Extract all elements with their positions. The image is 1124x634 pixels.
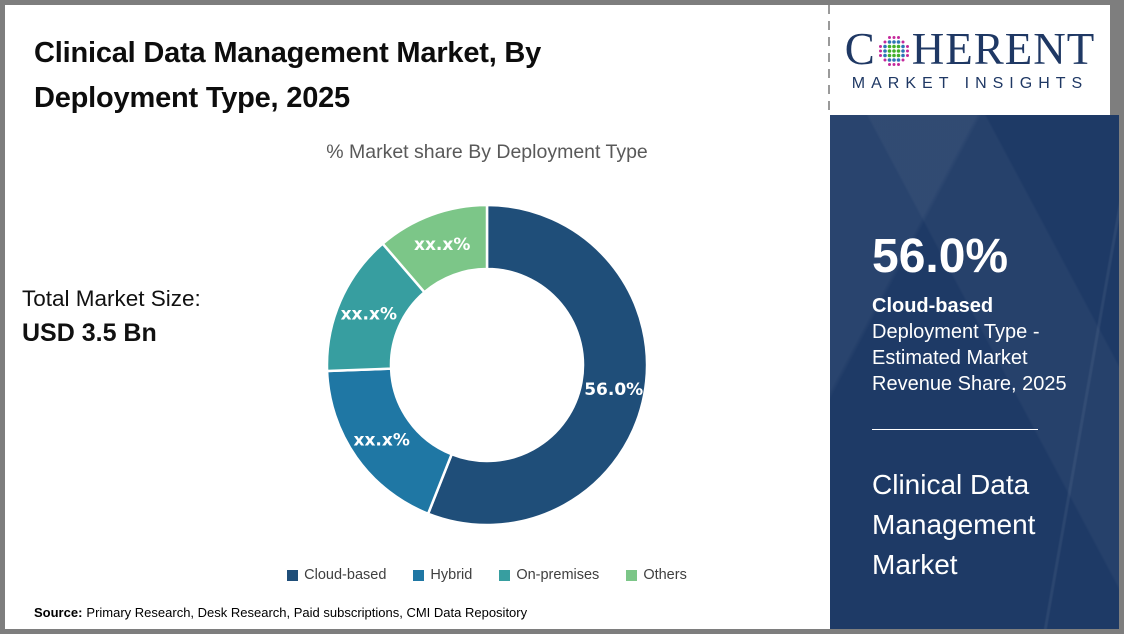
- legend-item-hybrid: Hybrid: [413, 567, 472, 583]
- globe-dot: [896, 39, 901, 44]
- dashed-separator: [828, 5, 830, 115]
- globe-dot: [878, 49, 882, 52]
- legend-label: On-premises: [516, 567, 600, 583]
- globe-dot: [896, 35, 900, 39]
- globe-dot: [887, 39, 892, 44]
- logo-subtitle: MARKET INSIGHTS: [851, 75, 1089, 92]
- globe-dot: [891, 57, 896, 62]
- globe-dot: [887, 57, 892, 62]
- logo-letter-c: C: [844, 24, 876, 74]
- globe-dot: [900, 53, 905, 57]
- globe-dot: [878, 53, 882, 57]
- globe-dot: [891, 44, 896, 48]
- dotted-globe-icon: [878, 35, 909, 66]
- page-title: Clinical Data Management Market, By Depl…: [34, 37, 542, 114]
- total-market-size-label: Total Market Size:: [22, 286, 201, 311]
- globe-dot: [887, 62, 891, 66]
- slice-label-hybrid: xx.x%: [354, 431, 410, 451]
- globe-dot: [900, 44, 905, 48]
- donut-chart-svg: 56.0% xx.x% xx.x% xx.x%: [325, 203, 649, 527]
- highlight-description-bold: Cloud-based: [872, 295, 994, 317]
- highlight-description: Cloud-based Deployment Type - Estimated …: [872, 293, 1104, 397]
- legend-swatch-icon: [287, 569, 299, 581]
- chart-legend: Cloud-based Hybrid On-premises Others: [157, 567, 817, 583]
- globe-dot: [901, 58, 905, 61]
- globe-dot: [896, 57, 901, 62]
- globe-dot: [896, 48, 901, 53]
- globe-dot: [892, 35, 896, 39]
- legend-swatch-icon: [626, 569, 638, 581]
- donut-slice-cloud-based: [426, 203, 649, 527]
- globe-dot: [896, 53, 901, 57]
- chart-title: % Market share By Deployment Type: [326, 141, 648, 163]
- globe-dot: [901, 40, 905, 43]
- globe-dot: [891, 53, 896, 57]
- globe-dot: [891, 39, 896, 44]
- globe-dot: [887, 48, 892, 53]
- globe-dot: [887, 53, 892, 57]
- globe-dot: [887, 35, 891, 39]
- total-market-size-value: USD 3.5 Bn: [22, 319, 157, 347]
- total-market-size-block: Total Market Size: USD 3.5 Bn: [22, 286, 201, 348]
- brand-logo: C HERENT MARKET INSIGHTS: [830, 5, 1110, 115]
- globe-dot: [882, 48, 887, 53]
- highlight-percentage: 56.0%: [872, 230, 1009, 283]
- globe-dot: [905, 44, 909, 48]
- source-text: Primary Research, Desk Research, Paid su…: [86, 605, 528, 620]
- globe-dot: [905, 53, 909, 57]
- slice-label-on-premises: xx.x%: [341, 304, 397, 324]
- brand-logo-wordmark: C HERENT: [845, 27, 1096, 72]
- donut-chart: 56.0% xx.x% xx.x% xx.x%: [319, 197, 655, 533]
- globe-dot: [882, 44, 887, 48]
- globe-dot: [878, 44, 882, 48]
- globe-dot: [896, 44, 901, 48]
- globe-dot: [887, 44, 892, 48]
- legend-label: Others: [643, 567, 687, 583]
- globe-dot: [883, 58, 887, 61]
- legend-item-on-premises: On-premises: [499, 567, 599, 583]
- legend-item-cloud-based: Cloud-based: [287, 567, 386, 583]
- globe-dot: [900, 48, 905, 53]
- legend-swatch-icon: [413, 569, 425, 581]
- slice-label-others: xx.x%: [414, 235, 470, 255]
- source-label: Source:: [34, 605, 83, 620]
- legend-label: Cloud-based: [304, 567, 387, 583]
- globe-dot: [883, 40, 887, 43]
- legend-swatch-icon: [499, 569, 511, 581]
- highlight-description-rest: Deployment Type - Estimated Market Reven…: [872, 321, 1067, 395]
- donut-slice-others: [381, 203, 489, 294]
- panel-market-title: Clinical Data Management Market: [872, 469, 1036, 580]
- corner-filler: [1110, 5, 1119, 115]
- globe-dot: [891, 48, 896, 53]
- globe-dot: [896, 62, 900, 66]
- slice-label-cloud-based: 56.0%: [584, 380, 643, 400]
- globe-dot: [882, 53, 887, 57]
- logo-letters-rest: HERENT: [911, 24, 1096, 74]
- globe-dot: [905, 49, 909, 52]
- globe-dot: [892, 62, 896, 66]
- panel-divider: [872, 429, 1038, 430]
- highlight-panel: 56.0% Cloud-based Deployment Type - Esti…: [830, 115, 1119, 629]
- legend-label: Hybrid: [430, 567, 473, 583]
- source-line: Source: Primary Research, Desk Research, …: [34, 605, 527, 620]
- legend-item-others: Others: [626, 567, 687, 583]
